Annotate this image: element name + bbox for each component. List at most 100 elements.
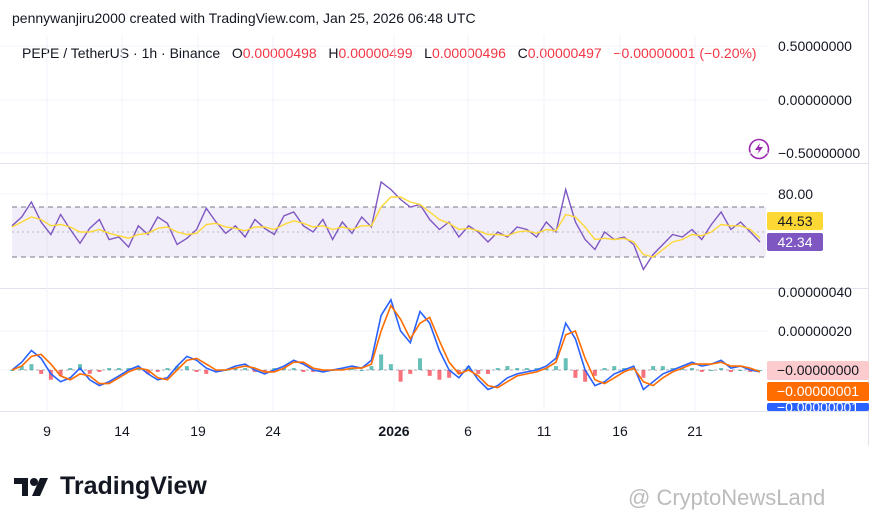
macd-histogram-bar [126, 368, 131, 370]
macd-histogram-bar [544, 368, 549, 370]
macd-histogram-bar [758, 370, 762, 371]
time-label: 16 [612, 423, 628, 439]
time-label: 21 [687, 423, 703, 439]
close-value: 0.00000497 [527, 45, 602, 61]
macd-histogram-bar [194, 370, 199, 372]
macd-histogram-bar [602, 368, 607, 370]
macd-histogram-bar [58, 370, 63, 376]
macd-histogram-bar [350, 368, 354, 370]
macd-histogram-bar [495, 368, 500, 370]
rsi-ma-tag: 44.53 [767, 212, 823, 230]
macd-histogram-bar [418, 358, 422, 370]
histogram-tag: −0.00000000 [767, 361, 869, 380]
macd-histogram-bar [660, 366, 665, 370]
tradingview-logo-icon [14, 477, 48, 496]
macd-histogram-bar [670, 368, 675, 370]
macd-histogram-bar [592, 370, 597, 376]
macd-histogram-bar [107, 368, 112, 370]
macd-histogram-bar [97, 370, 102, 372]
pane-separator[interactable] [0, 288, 868, 289]
price-axis-label: 0.00000000 [778, 92, 852, 108]
macd-histogram-bar [243, 368, 248, 370]
open-label: O [231, 45, 243, 61]
price-axis-label: −0.50000000 [778, 145, 861, 161]
macd-histogram-bar [398, 370, 403, 382]
macd-histogram-bar [311, 370, 316, 372]
macd-histogram-bar [39, 370, 44, 374]
macd-histogram-bar [505, 366, 510, 370]
macd-histogram-bar [87, 370, 92, 374]
macd-histogram-bar [146, 370, 150, 374]
signal-line [11, 303, 761, 389]
macd-histogram-bar [165, 368, 170, 370]
macd-histogram-bar [136, 368, 141, 370]
macd-histogram-bar [651, 366, 656, 370]
signal-tag: −0.00000001 [767, 382, 869, 401]
time-label: 6 [464, 423, 472, 439]
macd-histogram-bar [29, 364, 34, 370]
macd-histogram-bar [738, 370, 743, 371]
macd-histogram-bar [466, 366, 471, 370]
macd-histogram-bar [476, 370, 481, 374]
macd-histogram-bar [272, 368, 277, 370]
macd-histogram-bar [427, 370, 432, 376]
macd-histogram-bar [534, 368, 539, 370]
symbol-name[interactable]: PEPE / TetherUS · 1h · Binance [22, 45, 221, 61]
macd-histogram-bar [563, 358, 568, 370]
time-label: 24 [265, 423, 281, 439]
macd-histogram-bar [10, 370, 14, 371]
change-value: −0.00000001 (−0.20%) [613, 45, 757, 61]
macd-histogram-bar [709, 370, 714, 371]
high-label: H [328, 45, 339, 61]
rsi-axis-label: 80.00 [778, 186, 814, 202]
time-axis-border [0, 411, 869, 412]
pane-separator[interactable] [0, 163, 868, 164]
axis-border [868, 0, 869, 446]
time-label-year: 2026 [378, 423, 410, 439]
macd-histogram-bar [116, 368, 121, 370]
lightning-icon[interactable] [748, 138, 770, 160]
macd-histogram-bar [184, 366, 189, 370]
rsi-line [11, 180, 761, 272]
macd-histogram-bar [554, 366, 558, 370]
close-label: C [517, 45, 528, 61]
macd-histogram-bar [515, 368, 520, 370]
macd-histogram-bar [612, 366, 617, 370]
macd-histogram-bar [583, 370, 588, 382]
macd-histogram-bar [680, 368, 685, 370]
macd-histogram-bar [252, 370, 257, 372]
macd-histogram-bar [19, 366, 24, 370]
macd-histogram-bar [68, 368, 73, 370]
macd-histogram-bar [408, 370, 413, 374]
macd-axis-label: 0.00000020 [778, 323, 852, 339]
macd-histogram-bar [719, 368, 724, 370]
low-label: L [424, 45, 432, 61]
tradingview-logo: TradingView [14, 472, 207, 501]
indicator-plots[interactable] [0, 0, 770, 412]
macd-histogram-bar [204, 370, 209, 374]
macd-line [11, 297, 761, 391]
macd-histogram-bar [340, 368, 345, 370]
macd-histogram-bar [573, 370, 578, 378]
macd-histogram-bar [622, 368, 626, 370]
macd-histogram-bar [388, 364, 393, 370]
macd-histogram-bar [291, 368, 296, 370]
time-label: 14 [114, 423, 130, 439]
tradingview-brand: TradingView [60, 472, 207, 500]
macd-histogram-bar [233, 368, 238, 370]
macd-histogram-bar [282, 368, 286, 370]
macd-histogram-bar [175, 366, 180, 370]
macd-histogram-bar [214, 370, 218, 372]
macd-histogram-bar [379, 354, 384, 370]
time-label: 11 [536, 423, 552, 439]
macd-histogram-bar [641, 370, 646, 378]
macd-histogram-bar [301, 370, 306, 372]
macd-axis-label: 0.00000040 [778, 284, 852, 300]
macd-histogram-bar [728, 370, 733, 372]
macd-histogram-bar [486, 370, 490, 374]
low-value: 0.00000496 [431, 45, 506, 61]
time-label: 19 [190, 423, 206, 439]
macd-histogram-bar [447, 370, 452, 378]
time-label: 9 [43, 423, 51, 439]
rsi-ma-line [11, 196, 761, 258]
